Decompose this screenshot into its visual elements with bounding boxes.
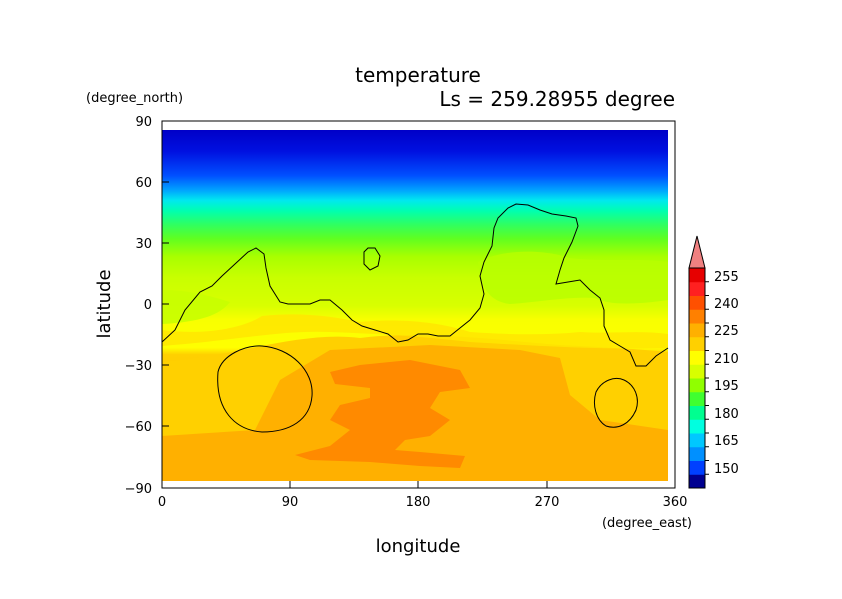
- colorbar-labels: 255 240 225 210 195 180 165 150: [714, 270, 739, 477]
- colorbar-label-180: 180: [714, 407, 739, 422]
- colorbar-swatch: [689, 281, 705, 296]
- hot-patch: [295, 360, 470, 468]
- colorbar-swatch: [689, 446, 705, 461]
- y-tick-label-60: 60: [135, 176, 152, 191]
- x-tick-label-360: 360: [663, 495, 688, 510]
- green-patch-west: [162, 290, 230, 324]
- colorbar-swatch: [689, 433, 705, 448]
- green-patch-east: [478, 251, 668, 304]
- y-tick-label-90: 90: [135, 115, 152, 130]
- colorbar-swatch: [689, 405, 705, 420]
- colorbar-swatch: [689, 391, 705, 406]
- colorbar-swatch: [689, 364, 705, 379]
- y-tick-label-minus30: −30: [125, 359, 152, 374]
- y-tick-minus30: −30: [125, 359, 169, 374]
- colorbar-overflow-arrow: [688, 235, 706, 269]
- y-tick-0: 0: [144, 298, 169, 313]
- y-tick-minus90: −90: [125, 482, 169, 497]
- colorbar-label-165: 165: [714, 434, 739, 449]
- colorbar-label-240: 240: [714, 297, 739, 312]
- colorbar-swatch: [689, 460, 705, 475]
- x-tick-90: 90: [282, 481, 299, 510]
- colorbar-label-195: 195: [714, 379, 739, 394]
- colorbar-swatch: [689, 323, 705, 338]
- y-tick-label-30: 30: [135, 237, 152, 252]
- colorbar-label-255: 255: [714, 270, 739, 285]
- y-tick-minus60: −60: [125, 420, 169, 435]
- contour-lines: [161, 203, 669, 433]
- contour-north: [161, 203, 669, 367]
- x-tick-360: 360: [663, 481, 688, 510]
- temperature-field: [162, 130, 668, 481]
- y-tick-60: 60: [135, 176, 169, 191]
- colorbar-swatches: [688, 235, 709, 489]
- yellow-patch-west: [162, 314, 668, 349]
- colorbar-swatch: [689, 350, 705, 365]
- chart-subtitle: Ls = 259.28955 degree: [439, 87, 675, 111]
- y-axis: 90 60 30 0 −30 −60: [94, 115, 169, 497]
- y-unit-label: (degree_north): [86, 91, 183, 106]
- colorbar-label-210: 210: [714, 352, 739, 367]
- y-tick-90: 90: [135, 115, 169, 130]
- y-tick-label-minus90: −90: [125, 482, 152, 497]
- colorbar-swatch: [689, 309, 705, 324]
- colorbar-frame: [688, 267, 706, 489]
- x-tick-label-180: 180: [406, 495, 431, 510]
- x-tick-180: 180: [406, 481, 431, 510]
- contour-island: [363, 247, 381, 271]
- colorbar: 255 240 225 210 195 180 165 150: [688, 235, 739, 489]
- colorbar-swatch: [689, 378, 705, 393]
- x-tick-label-90: 90: [282, 495, 299, 510]
- x-tick-270: 270: [535, 481, 560, 510]
- colorbar-swatch: [689, 336, 705, 351]
- y-tick-label-minus60: −60: [125, 420, 152, 435]
- x-tick-0: 0: [158, 481, 166, 510]
- colorbar-label-150: 150: [714, 462, 739, 477]
- x-tick-label-270: 270: [535, 495, 560, 510]
- colorbar-swatch: [689, 419, 705, 434]
- x-unit-label: (degree_east): [602, 516, 692, 531]
- chart-title: temperature: [355, 63, 481, 87]
- colorbar-label-225: 225: [714, 324, 739, 339]
- contour-southwest: [217, 345, 313, 433]
- colorbar-swatch: [689, 474, 705, 489]
- x-axis: 0 90 180 270 360 longitude: [158, 481, 688, 557]
- x-axis-label: longitude: [376, 536, 461, 557]
- contour-southeast: [593, 378, 638, 428]
- y-tick-30: 30: [135, 237, 169, 252]
- y-axis-label: latitude: [94, 269, 115, 338]
- y-tick-label-0: 0: [144, 298, 152, 313]
- x-tick-label-0: 0: [158, 495, 166, 510]
- colorbar-swatch: [689, 295, 705, 310]
- colorbar-swatch: [689, 268, 705, 283]
